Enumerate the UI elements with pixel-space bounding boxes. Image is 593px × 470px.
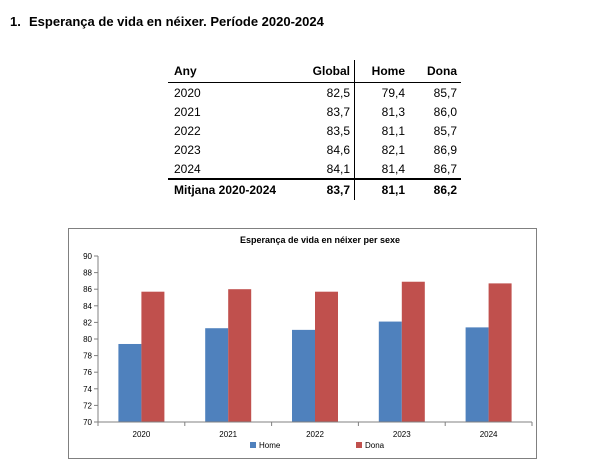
y-axis: 70 72 74 76 78 80 82 84 86 88 90 xyxy=(83,252,99,427)
table-row: 2021 83,7 81,3 86,0 xyxy=(168,102,461,121)
table-row: 2024 84,1 81,4 86,7 xyxy=(168,159,461,179)
bar-dona-2022 xyxy=(315,291,338,422)
x-tick-label: 2020 xyxy=(133,430,151,439)
cell-home: 81,4 xyxy=(381,161,405,176)
cell-global: 82,5 xyxy=(292,82,355,102)
table-header-row: Any Global Home Dona xyxy=(168,60,461,83)
x-axis: 2020 2021 2022 2023 2024 xyxy=(97,421,533,439)
chart-frame: Esperança de vida en néixer per sexe 70 7… xyxy=(68,228,537,459)
col-header-global: Global xyxy=(292,60,355,83)
section-number: 1. xyxy=(10,14,21,29)
bar-dona-2021 xyxy=(228,289,252,422)
cell-global: 83,5 xyxy=(292,121,355,140)
cell-global: 84,1 xyxy=(292,159,355,179)
bars xyxy=(118,281,512,422)
legend-label-home: Home xyxy=(259,441,281,450)
cell-global: 84,6 xyxy=(292,140,355,159)
x-tick-label: 2024 xyxy=(480,430,498,439)
legend-swatch-dona xyxy=(356,442,362,448)
bar-home-2023 xyxy=(378,321,402,422)
bar-dona-2020 xyxy=(141,291,165,422)
cell-year: 2024 xyxy=(174,161,201,176)
table-row: 2022 83,5 81,1 85,7 xyxy=(168,121,461,140)
x-tick-label: 2021 xyxy=(219,430,237,439)
table-row: 2020 82,5 79,4 85,7 xyxy=(168,82,461,102)
chart-title: Esperança de vida en néixer per sexe xyxy=(240,235,400,245)
section-heading: 1. Esperança de vida en néixer. Període 2… xyxy=(10,14,324,29)
col-header-home: Home xyxy=(354,60,409,83)
summary-global: 83,7 xyxy=(292,178,355,200)
y-tick-label: 86 xyxy=(83,285,92,294)
cell-dona: 86,0 xyxy=(433,104,457,119)
cell-dona: 86,9 xyxy=(433,142,457,157)
cell-dona: 85,7 xyxy=(433,85,457,100)
y-tick-label: 80 xyxy=(83,335,92,344)
life-expectancy-table: Any Global Home Dona 2020 82,5 79,4 85,7… xyxy=(168,60,461,200)
table-summary-row: Mitjana 2020-2024 83,7 81,1 86,2 xyxy=(168,178,461,200)
y-tick-label: 74 xyxy=(83,385,92,394)
x-tick-label: 2022 xyxy=(306,430,324,439)
bar-chart: Esperança de vida en néixer per sexe 707… xyxy=(83,235,533,450)
bar-dona-2023 xyxy=(401,281,425,422)
cell-dona: 85,7 xyxy=(433,123,457,138)
y-tick-label: 70 xyxy=(83,418,92,427)
legend: Home Dona xyxy=(250,441,385,450)
summary-home: 81,1 xyxy=(354,178,409,200)
col-header-year: Any xyxy=(168,60,292,83)
cell-home: 81,3 xyxy=(381,104,405,119)
summary-dona: 86,2 xyxy=(409,178,461,200)
col-header-dona: Dona xyxy=(409,60,461,83)
y-tick-label: 88 xyxy=(83,269,92,278)
y-tick-label: 84 xyxy=(83,302,92,311)
cell-year: 2022 xyxy=(174,123,201,138)
cell-year: 2023 xyxy=(174,142,201,157)
legend-label-dona: Dona xyxy=(365,441,385,450)
y-tick-label: 90 xyxy=(83,252,92,261)
x-tick-label: 2023 xyxy=(393,430,411,439)
cell-home: 81,1 xyxy=(381,123,405,138)
cell-year: 2021 xyxy=(174,104,201,119)
summary-label: Mitjana 2020-2024 xyxy=(168,178,292,200)
cell-home: 79,4 xyxy=(381,85,405,100)
y-tick-label: 78 xyxy=(83,352,92,361)
cell-home: 82,1 xyxy=(381,142,405,157)
section-title: Esperança de vida en néixer. Període 202… xyxy=(29,14,324,29)
bar-home-2021 xyxy=(205,328,229,422)
bar-home-2022 xyxy=(292,329,315,422)
cell-year: 2020 xyxy=(174,85,201,100)
y-tick-label: 76 xyxy=(83,368,92,377)
bar-dona-2024 xyxy=(488,283,512,422)
table-row: 2023 84,6 82,1 86,9 xyxy=(168,140,461,159)
bar-home-2020 xyxy=(118,343,142,422)
cell-dona: 86,7 xyxy=(433,161,457,176)
y-tick-label: 72 xyxy=(83,401,92,410)
bar-home-2024 xyxy=(465,327,489,422)
y-tick-label: 82 xyxy=(83,318,92,327)
legend-swatch-home xyxy=(250,442,256,448)
cell-global: 83,7 xyxy=(292,102,355,121)
